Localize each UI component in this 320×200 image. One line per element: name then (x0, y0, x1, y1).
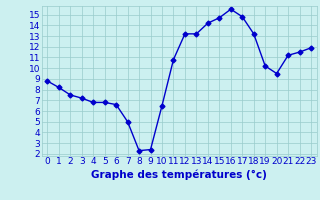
X-axis label: Graphe des températures (°c): Graphe des températures (°c) (91, 169, 267, 180)
